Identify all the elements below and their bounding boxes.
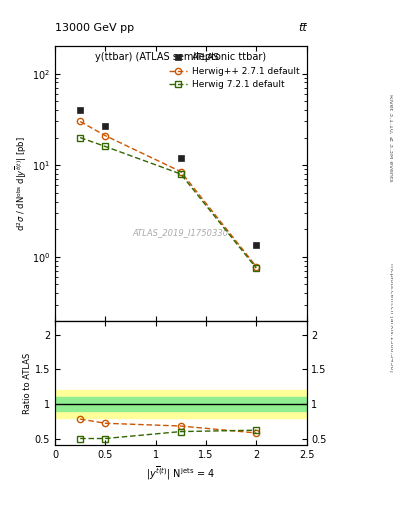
Text: mcplots.cern.ch [arXiv:1306.3436]: mcplots.cern.ch [arXiv:1306.3436] (389, 263, 393, 372)
Legend: ATLAS, Herwig++ 2.7.1 default, Herwig 7.2.1 default: ATLAS, Herwig++ 2.7.1 default, Herwig 7.… (166, 51, 302, 92)
Text: tt̅: tt̅ (298, 23, 307, 33)
Text: y(ttbar) (ATLAS semileptonic ttbar): y(ttbar) (ATLAS semileptonic ttbar) (95, 52, 266, 61)
Y-axis label: d$^2\sigma$ / dN$^{\rm obs}$ d$|y^{\overline{t}(t)}|$ [pb]: d$^2\sigma$ / dN$^{\rm obs}$ d$|y^{\over… (13, 136, 29, 231)
Text: Rivet 3.1.10, ≥ 3.3M events: Rivet 3.1.10, ≥ 3.3M events (389, 94, 393, 182)
X-axis label: $|y^{\overline{t}(t)}|$ N$^{\rm jets}$ = 4: $|y^{\overline{t}(t)}|$ N$^{\rm jets}$ =… (146, 464, 215, 482)
Bar (55, 397, 307, 411)
Text: 13000 GeV pp: 13000 GeV pp (55, 23, 134, 33)
Text: ATLAS_2019_I1750330: ATLAS_2019_I1750330 (133, 228, 229, 237)
Bar (55, 390, 307, 418)
Y-axis label: Ratio to ATLAS: Ratio to ATLAS (23, 352, 32, 414)
